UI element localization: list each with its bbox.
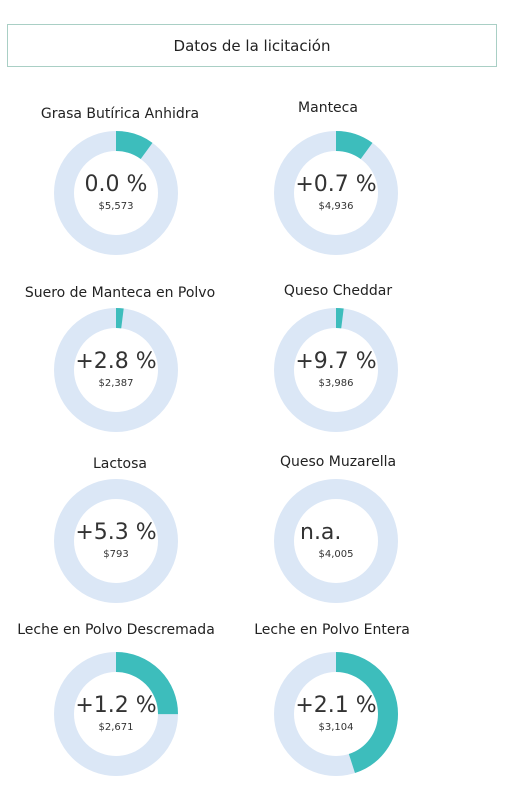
ring-progress: [54, 308, 178, 432]
donut-chart: +2.8 % $2,387: [54, 308, 178, 432]
progress-ring: [54, 479, 178, 603]
price-value: $3,986: [318, 378, 354, 389]
change-percent: +1.2 %: [75, 693, 157, 718]
card-title: Lactosa: [92, 456, 147, 472]
change-percent: +0.7 %: [295, 172, 377, 197]
donut-chart: +2.1 % $3,104: [274, 652, 398, 776]
card-title: Suero de Manteca en Polvo: [24, 285, 216, 301]
ring-progress: [54, 652, 178, 776]
price-value: $3,104: [318, 722, 354, 733]
progress-ring: [274, 479, 398, 603]
panel-header: Datos de la licitación: [7, 24, 497, 67]
price-value: $793: [103, 549, 129, 560]
donut-chart: n.a. $4,005: [274, 479, 398, 603]
ring-progress: [274, 308, 398, 432]
donut-chart: +5.3 % $793: [54, 479, 178, 603]
card-grasa-butirica: Grasa Butírica Anhidra 0.0 % $5,573: [0, 106, 240, 276]
price-value: $4,005: [318, 549, 354, 560]
card-manteca: Manteca +0.7 % $4,936: [208, 100, 448, 270]
ring-progress: [54, 131, 178, 255]
change-percent: +5.3 %: [75, 520, 157, 545]
ring-progress: [274, 131, 398, 255]
card-queso-muzarella: Queso Muzarella n.a. $4,005: [218, 454, 458, 624]
card-suero-manteca: Suero de Manteca en Polvo +2.8 % $2,387: [0, 285, 240, 455]
panel-title: Datos de la licitación: [173, 36, 331, 55]
progress-ring: [54, 308, 178, 432]
ring-track: [54, 479, 178, 603]
card-title: Manteca: [298, 100, 358, 116]
donut-chart: 0.0 % $5,573: [54, 131, 178, 255]
card-title: Queso Muzarella: [279, 454, 397, 470]
ring-track: [274, 479, 398, 603]
price-value: $4,936: [318, 201, 354, 212]
card-title: Leche en Polvo Entera: [254, 622, 410, 638]
card-title: Grasa Butírica Anhidra: [40, 106, 200, 122]
card-lactosa: Lactosa +5.3 % $793: [0, 456, 240, 626]
donut-chart: +1.2 % $2,671: [54, 652, 178, 776]
change-percent: 0.0 %: [84, 172, 148, 197]
donut-chart: +9.7 % $3,986: [274, 308, 398, 432]
card-title: Queso Cheddar: [283, 283, 393, 299]
price-value: $5,573: [98, 201, 134, 212]
card-queso-cheddar: Queso Cheddar +9.7 % $3,986: [218, 283, 458, 453]
progress-ring: [54, 131, 178, 255]
change-percent: +9.7 %: [295, 349, 377, 374]
price-value: $2,671: [98, 722, 134, 733]
change-percent: +2.8 %: [75, 349, 157, 374]
donut-chart: +0.7 % $4,936: [274, 131, 398, 255]
progress-ring: [274, 131, 398, 255]
price-value: $2,387: [98, 378, 134, 389]
progress-ring: [54, 652, 178, 776]
card-title: Leche en Polvo Descremada: [17, 622, 215, 638]
change-percent: +2.1 %: [295, 693, 377, 718]
ring-progress: [274, 652, 398, 776]
change-percent: n.a.: [300, 520, 342, 545]
progress-ring: [274, 652, 398, 776]
card-leche-descremada: Leche en Polvo Descremada +1.2 % $2,671: [0, 622, 240, 792]
card-leche-entera: Leche en Polvo Entera +2.1 % $3,104: [212, 622, 452, 792]
progress-ring: [274, 308, 398, 432]
